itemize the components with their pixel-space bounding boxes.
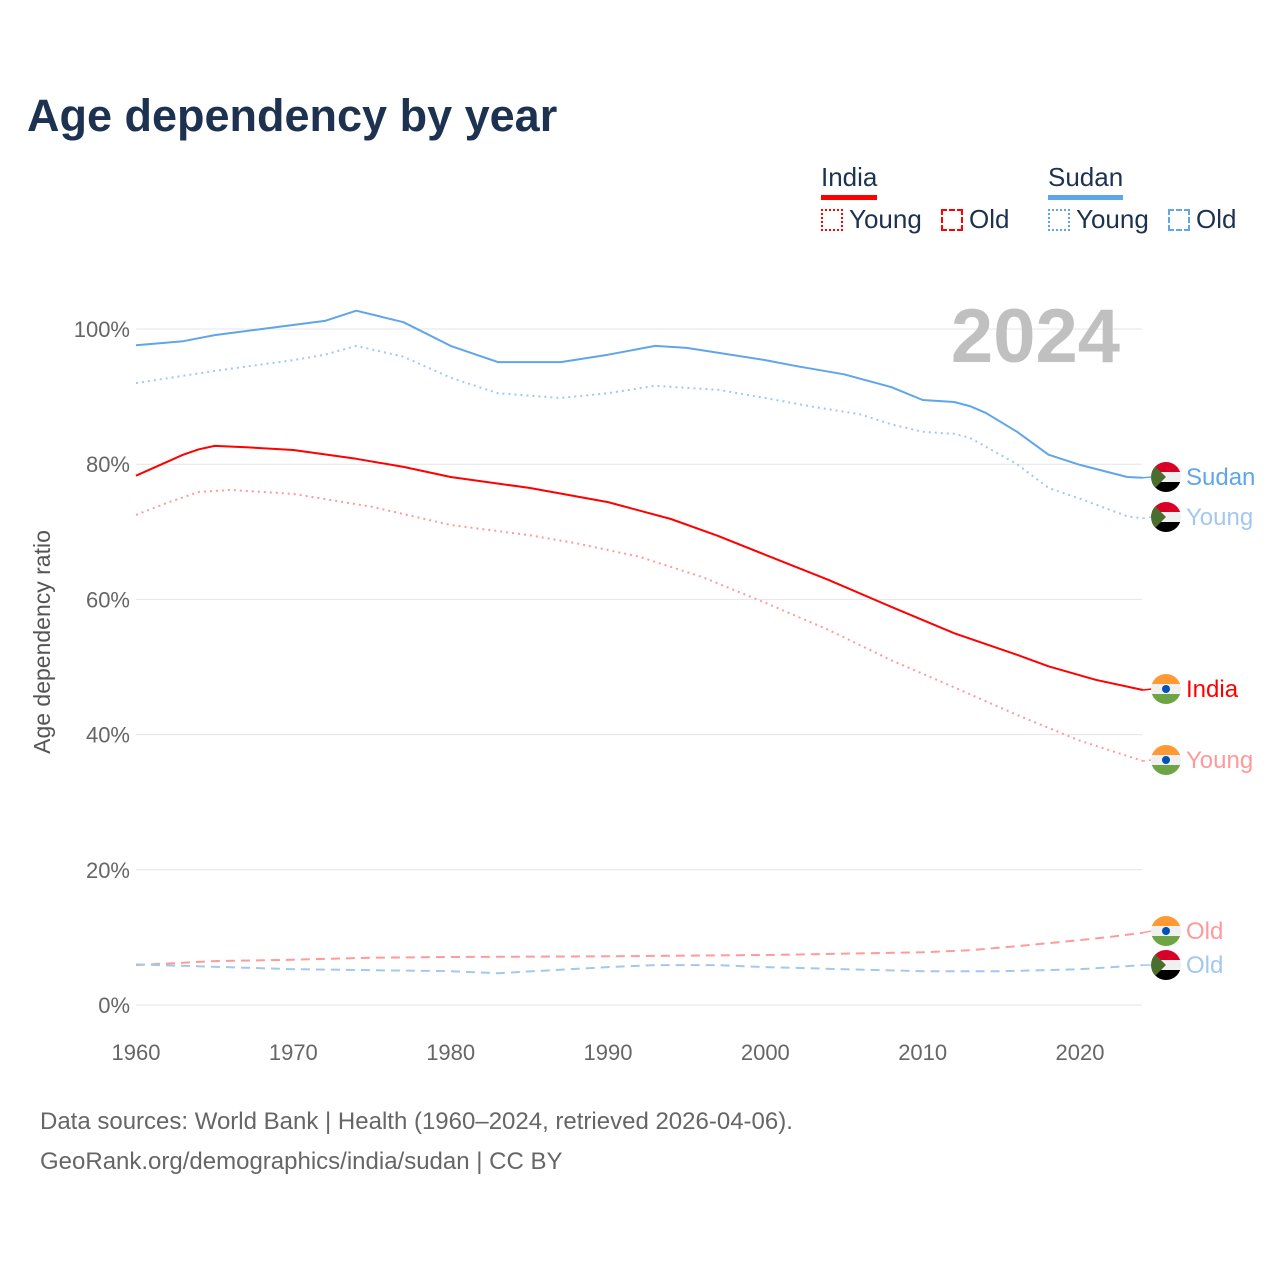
flag-stripe [1151,482,1181,492]
series-line-india-old [135,931,1144,967]
sudan-flag-icon [1151,502,1181,532]
footer-source: Data sources: World Bank | Health (1960–… [40,1108,793,1135]
x-tick-label: 1980 [426,1040,475,1065]
flag-body [1151,916,1181,946]
legend-india-old[interactable]: Old [941,204,1009,235]
series-end-label: Sudan [1186,464,1255,491]
legend-india[interactable]: India [821,162,878,200]
flag-triangle [1151,502,1166,532]
y-tick-label: 0% [98,993,130,1018]
chakra-icon [1162,756,1170,764]
india-flag-icon [1151,674,1181,704]
y-tick-label: 40% [86,723,130,748]
label-connector [1142,516,1153,520]
chakra-icon [1162,685,1170,693]
flag-body [1151,674,1181,704]
flag-stripe [1151,916,1181,926]
legend-india-young[interactable]: Young [821,204,922,235]
series-line-sudan-old [135,963,1143,975]
legend-sudan-old[interactable]: Old [1168,204,1236,235]
series-end-label: Old [1186,918,1223,945]
label-connector [1142,759,1153,762]
y-tick-label: 80% [86,452,130,477]
series-line-sudan-young [135,344,1144,520]
series-end-label: Young [1186,504,1253,531]
india-flag-icon [1151,916,1181,946]
legend-label: Old [969,204,1010,234]
x-tick-label: 1990 [584,1040,633,1065]
x-tick-label: 2000 [741,1040,790,1065]
flag-body [1151,502,1181,532]
year-watermark: 2024 [951,294,1120,379]
legend-sudan-young[interactable]: Young [1048,204,1149,235]
legend-label: Young [849,204,922,234]
label-connector [1142,930,1153,934]
dashed-swatch-icon [1168,208,1190,231]
legend-label: Old [1196,204,1237,234]
flag-triangle [1151,462,1166,492]
dotted-swatch-icon [821,208,843,231]
y-axis-label: Age dependency ratio [29,530,55,754]
y-tick-label: 60% [86,587,130,612]
y-tick-label: 20% [86,858,130,883]
label-connector [1142,476,1153,479]
x-tick-label: 1970 [269,1040,318,1065]
chart-title: Age dependency by year [27,90,558,141]
flag-stripe [1151,950,1181,960]
legend-sudan[interactable]: Sudan [1048,162,1124,200]
label-connector [1142,688,1153,691]
series-end-label: India [1186,676,1239,703]
series-line-india [135,444,1144,691]
flag-stripe [1151,745,1181,755]
x-tick-label: 1960 [112,1040,161,1065]
flag-body [1151,950,1181,980]
sudan-flag-icon [1151,950,1181,980]
series-line-india-young [135,488,1144,762]
flag-body [1151,462,1181,492]
series-end-label: Old [1186,952,1223,979]
flag-stripe [1151,522,1181,532]
flag-stripe [1151,694,1181,704]
flag-stripe [1151,502,1181,512]
series-end-label: Young [1186,747,1253,774]
flag-stripe [1151,970,1181,980]
dotted-swatch-icon [1048,208,1070,231]
dashed-swatch-icon [941,208,963,231]
flag-triangle [1151,950,1166,980]
x-tick-label: 2010 [898,1040,947,1065]
legend-label: Young [1076,204,1149,234]
flag-body [1151,745,1181,775]
y-tick-label: 100% [74,317,130,342]
sudan-flag-icon [1151,462,1181,492]
chakra-icon [1162,927,1170,935]
x-tick-label: 2020 [1056,1040,1105,1065]
flag-stripe [1151,765,1181,775]
flag-stripe [1151,674,1181,684]
series-line-sudan [135,309,1143,479]
flag-stripe [1151,462,1181,472]
footer-link[interactable]: GeoRank.org/demographics/india/sudan | C… [40,1148,563,1175]
india-flag-icon [1151,745,1181,775]
flag-stripe [1151,936,1181,946]
